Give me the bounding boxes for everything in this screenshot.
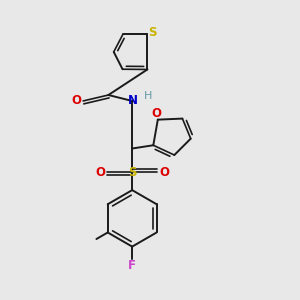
Text: H: H: [144, 91, 153, 100]
Text: F: F: [128, 259, 136, 272]
Text: S: S: [148, 26, 157, 39]
Text: O: O: [159, 166, 169, 179]
Text: O: O: [72, 94, 82, 107]
Text: S: S: [128, 166, 136, 179]
Text: O: O: [151, 106, 161, 120]
Text: O: O: [95, 166, 105, 179]
Text: N: N: [128, 94, 138, 107]
